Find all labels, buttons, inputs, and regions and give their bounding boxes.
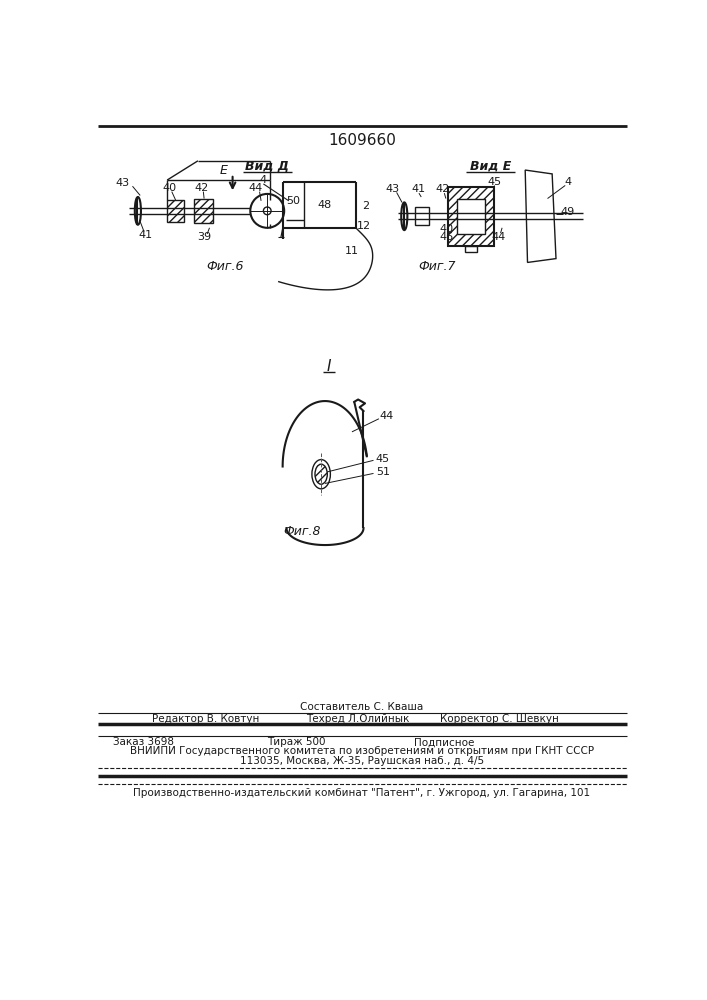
- Text: Корректор С. Шевкун: Корректор С. Шевкун: [440, 714, 559, 724]
- Text: Фиг.8: Фиг.8: [283, 525, 321, 538]
- Text: ВНИИПИ Государственного комитета по изобретениям и открытиям при ГКНТ СССР: ВНИИПИ Государственного комитета по изоб…: [130, 746, 594, 756]
- Text: Тираж 500: Тираж 500: [267, 737, 326, 747]
- Text: 50: 50: [286, 196, 300, 206]
- Text: 113035, Москва, Ж-35, Раушская наб., д. 4/5: 113035, Москва, Ж-35, Раушская наб., д. …: [240, 756, 484, 766]
- Text: 45: 45: [487, 177, 501, 187]
- Text: 4: 4: [260, 175, 267, 185]
- Text: Заказ 3698: Заказ 3698: [113, 737, 174, 747]
- Text: 1609660: 1609660: [328, 133, 396, 148]
- Text: 2: 2: [362, 201, 369, 211]
- Text: 4: 4: [564, 177, 571, 187]
- Bar: [457, 199, 485, 234]
- Text: 12: 12: [357, 221, 371, 231]
- Text: 46: 46: [440, 232, 454, 242]
- Bar: [465, 246, 477, 252]
- Text: Техред Л.Олийнык: Техред Л.Олийнык: [305, 714, 409, 724]
- Text: Фиг.7: Фиг.7: [418, 260, 455, 273]
- Text: 42: 42: [194, 183, 209, 193]
- Text: 40: 40: [163, 183, 177, 193]
- Text: Вид Д: Вид Д: [245, 160, 289, 173]
- Text: Подписное: Подписное: [414, 737, 474, 747]
- Text: 49: 49: [561, 207, 575, 217]
- Text: Фиг.6: Фиг.6: [206, 260, 244, 273]
- Text: 11: 11: [345, 246, 359, 256]
- Text: 48: 48: [318, 200, 332, 210]
- Text: I: I: [279, 227, 283, 240]
- Bar: [194, 199, 214, 223]
- Text: 44: 44: [249, 183, 263, 193]
- Text: Е: Е: [219, 164, 227, 177]
- Text: 39: 39: [197, 232, 211, 242]
- Text: 41: 41: [412, 184, 426, 194]
- Bar: [167, 200, 184, 222]
- Ellipse shape: [315, 464, 327, 484]
- Text: 43: 43: [386, 184, 400, 194]
- Text: Составитель С. Кваша: Составитель С. Кваша: [300, 702, 423, 712]
- Text: 43: 43: [115, 178, 129, 188]
- Text: 40: 40: [440, 224, 454, 234]
- Text: 44: 44: [491, 232, 506, 242]
- Text: 44: 44: [380, 411, 394, 421]
- Text: 51: 51: [375, 467, 390, 477]
- Text: 41: 41: [139, 231, 153, 240]
- Bar: [415, 207, 429, 225]
- Text: 42: 42: [436, 184, 450, 194]
- Bar: [448, 187, 494, 246]
- Text: Вид Е: Вид Е: [470, 160, 511, 173]
- Text: I: I: [327, 359, 331, 374]
- Text: Редактор В. Ковтун: Редактор В. Ковтун: [152, 714, 259, 724]
- Text: Производственно-издательский комбинат "Патент", г. Ужгород, ул. Гагарина, 101: Производственно-издательский комбинат "П…: [134, 788, 590, 798]
- Text: 45: 45: [375, 454, 390, 464]
